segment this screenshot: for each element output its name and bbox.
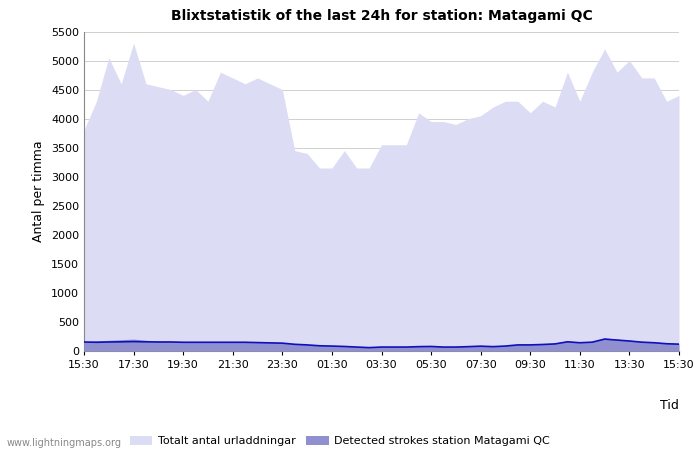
Mean of all stations: [675, 342, 683, 347]
Mean of all stations: [477, 343, 485, 349]
Mean of all stations: [365, 345, 373, 351]
Mean of all stations: [514, 342, 522, 347]
Mean of all stations: [179, 340, 188, 345]
Title: Blixtstatistik of the last 24h for station: Matagami QC: Blixtstatistik of the last 24h for stati…: [171, 9, 592, 23]
Mean of all stations: [228, 340, 237, 345]
Mean of all stations: [241, 340, 249, 345]
Mean of all stations: [464, 344, 473, 349]
Mean of all stations: [501, 343, 510, 349]
Mean of all stations: [328, 343, 336, 349]
Mean of all stations: [489, 344, 497, 349]
Legend: Totalt antal urladdningar, Mean of all stations, Detected strokes station Mataga: Totalt antal urladdningar, Mean of all s…: [125, 432, 554, 450]
Mean of all stations: [377, 344, 386, 350]
Mean of all stations: [130, 339, 138, 344]
Mean of all stations: [303, 342, 312, 347]
Mean of all stations: [440, 344, 448, 350]
Mean of all stations: [253, 340, 262, 345]
Mean of all stations: [92, 340, 101, 345]
Mean of all stations: [526, 342, 535, 347]
Mean of all stations: [117, 339, 125, 345]
Mean of all stations: [353, 344, 361, 350]
Mean of all stations: [340, 344, 349, 349]
Mean of all stations: [191, 340, 200, 345]
Mean of all stations: [216, 340, 225, 345]
Mean of all stations: [638, 339, 646, 345]
Mean of all stations: [564, 339, 572, 345]
Mean of all stations: [390, 344, 398, 350]
Mean of all stations: [266, 340, 274, 346]
Mean of all stations: [402, 344, 410, 350]
Line: Mean of all stations: Mean of all stations: [84, 339, 679, 348]
Mean of all stations: [551, 341, 559, 346]
Mean of all stations: [315, 343, 323, 348]
Mean of all stations: [154, 339, 162, 345]
Mean of all stations: [625, 338, 634, 344]
Y-axis label: Antal per timma: Antal per timma: [32, 140, 46, 242]
Mean of all stations: [278, 341, 286, 346]
Text: Tid: Tid: [660, 399, 679, 412]
Mean of all stations: [612, 338, 621, 343]
Mean of all stations: [538, 342, 547, 347]
Mean of all stations: [427, 344, 435, 349]
Mean of all stations: [290, 342, 299, 347]
Mean of all stations: [80, 339, 88, 345]
Mean of all stations: [575, 340, 584, 346]
Mean of all stations: [414, 344, 423, 349]
Mean of all stations: [142, 339, 150, 345]
Mean of all stations: [601, 337, 609, 342]
Mean of all stations: [662, 341, 671, 346]
Text: www.lightningmaps.org: www.lightningmaps.org: [7, 438, 122, 448]
Mean of all stations: [588, 339, 596, 345]
Mean of all stations: [650, 340, 659, 346]
Mean of all stations: [167, 339, 175, 345]
Mean of all stations: [204, 340, 212, 345]
Mean of all stations: [452, 344, 460, 350]
Mean of all stations: [104, 339, 113, 345]
